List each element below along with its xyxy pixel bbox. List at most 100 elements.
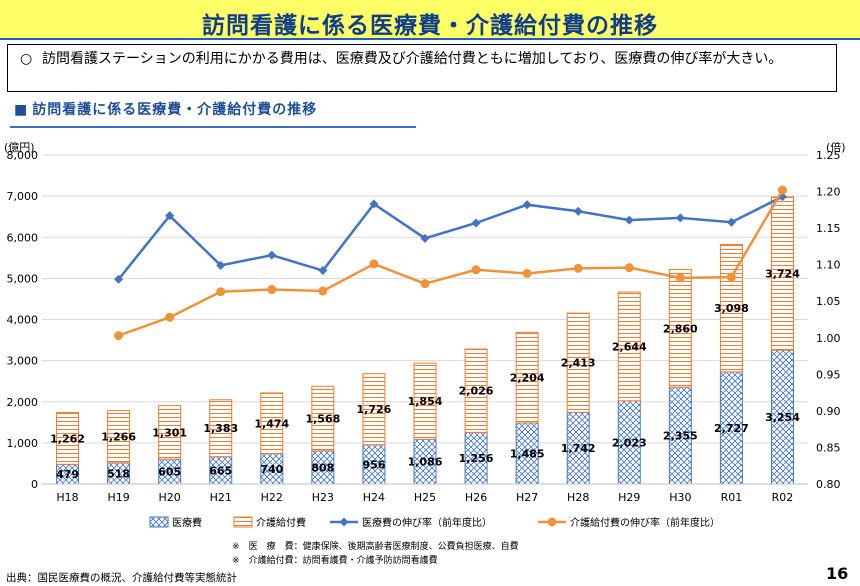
note-text: ：訪問看護費・介護予防訪問看護費 bbox=[293, 556, 438, 566]
note-mark: ※ bbox=[232, 542, 240, 552]
medical-rate-point bbox=[216, 260, 226, 270]
care-rate-point bbox=[420, 279, 430, 289]
bar-care bbox=[209, 399, 233, 458]
care-rate-point bbox=[624, 263, 634, 273]
medical-rate-point bbox=[267, 250, 277, 260]
right-axis-tick-label: 1.05 bbox=[816, 295, 841, 308]
bar-care bbox=[566, 312, 590, 413]
legend-label-care-rate: 介護給付費の伸び率（前年度比） bbox=[570, 516, 720, 529]
x-axis-tick-label: H28 bbox=[567, 491, 589, 504]
x-axis-tick-label: H24 bbox=[363, 491, 385, 504]
summary-text: 訪問看護ステーションの利用にかかる費用は、医療費及び介護給付費ともに増加しており… bbox=[42, 51, 783, 67]
legend-marker-care-rate bbox=[547, 517, 557, 527]
data-label-care: 2,204 bbox=[510, 372, 545, 385]
data-label-medical: 740 bbox=[260, 463, 283, 476]
square-bullet-icon: ■ bbox=[14, 102, 29, 118]
legend-label-medical-rate: 医療費の伸び率（前年度比） bbox=[362, 516, 492, 529]
data-label-medical: 3,254 bbox=[765, 411, 800, 424]
legend-swatch-care bbox=[233, 516, 253, 528]
right-axis-tick-label: 1.10 bbox=[816, 259, 841, 272]
bar-care bbox=[413, 362, 437, 440]
right-axis-tick-label: 1.15 bbox=[816, 222, 841, 235]
right-axis-tick-label: 1.25 bbox=[816, 149, 841, 162]
note-label: 介護給付費 bbox=[248, 556, 294, 566]
medical-rate-point bbox=[573, 206, 583, 216]
care-rate-point bbox=[522, 268, 532, 278]
right-axis-tick-label: 0.80 bbox=[816, 478, 841, 491]
data-label-care: 1,266 bbox=[101, 431, 136, 444]
bar-care bbox=[515, 331, 539, 424]
legend-marker-medical-rate bbox=[339, 517, 349, 527]
care-rate-point bbox=[267, 285, 277, 295]
x-axis-tick-label: R01 bbox=[721, 491, 743, 504]
page-title: 訪問看護に係る医療費・介護給付費の推移 bbox=[202, 13, 658, 39]
notes: ※ 医 療 費：健康保険、後期高齢者医療制度、公費負担医療、自費 ※ 介護給付費… bbox=[232, 540, 519, 568]
medical-rate-point bbox=[318, 266, 328, 276]
data-label-care: 1,383 bbox=[203, 422, 238, 435]
note-label: 医 療 費 bbox=[248, 542, 294, 552]
bullet-circle: ○ bbox=[20, 51, 33, 67]
data-label-care: 1,854 bbox=[408, 395, 443, 408]
right-axis-tick-label: 0.90 bbox=[816, 405, 841, 418]
right-axis-tick-label: 1.00 bbox=[816, 332, 841, 345]
left-axis-tick-label: 3,000 bbox=[7, 355, 39, 368]
bar-care bbox=[56, 411, 80, 465]
data-label-care: 1,301 bbox=[152, 426, 187, 439]
left-axis-unit: (億円) bbox=[4, 141, 35, 154]
care-rate-point bbox=[573, 263, 583, 273]
left-axis-tick-label: 6,000 bbox=[7, 231, 39, 244]
legend-swatch-medical bbox=[149, 516, 169, 528]
chart-subtitle: ■ 訪問看護に係る医療費・介護給付費の推移 bbox=[14, 99, 317, 119]
x-axis-tick-label: H18 bbox=[56, 491, 78, 504]
medical-rate-point bbox=[369, 199, 379, 209]
left-axis-tick-label: 7,000 bbox=[7, 190, 39, 203]
data-label-medical: 2,727 bbox=[714, 422, 749, 435]
data-label-medical: 2,355 bbox=[663, 430, 698, 443]
data-label-care: 2,413 bbox=[561, 357, 596, 370]
left-axis-tick-label: 0 bbox=[31, 478, 38, 491]
care-rate-point bbox=[165, 312, 175, 322]
bar-care bbox=[107, 410, 131, 464]
x-axis-tick-label: H30 bbox=[669, 491, 691, 504]
bar-care bbox=[464, 348, 488, 433]
x-axis-tick-label: H27 bbox=[516, 491, 538, 504]
medical-rate-point bbox=[420, 233, 430, 243]
legend-label-medical: 医療費 bbox=[172, 516, 202, 529]
bar-care bbox=[158, 405, 182, 460]
data-label-medical: 665 bbox=[209, 464, 232, 477]
medical-rate-point bbox=[624, 215, 634, 225]
medical-rate-point bbox=[726, 217, 736, 227]
left-axis-tick-label: 8,000 bbox=[7, 149, 39, 162]
care-rate-line bbox=[118, 189, 784, 337]
care-rate-point bbox=[216, 287, 226, 297]
data-label-medical: 1,256 bbox=[459, 452, 494, 465]
data-label-care: 2,860 bbox=[663, 322, 698, 335]
bar-care bbox=[362, 373, 386, 446]
medical-rate-point bbox=[522, 200, 532, 210]
data-label-care: 3,724 bbox=[765, 268, 800, 281]
right-axis-tick-label: 0.95 bbox=[816, 368, 841, 381]
medical-rate-point bbox=[675, 213, 685, 223]
medical-rate-point bbox=[165, 211, 175, 221]
right-axis-tick-label: 1.20 bbox=[816, 186, 841, 199]
left-axis-tick-label: 2,000 bbox=[7, 396, 39, 409]
left-axis-tick-label: 1,000 bbox=[7, 437, 39, 450]
left-axis-tick-label: 4,000 bbox=[7, 314, 39, 327]
medical-rate-point bbox=[471, 218, 481, 228]
data-label-medical: 605 bbox=[158, 466, 181, 479]
data-label-medical: 518 bbox=[107, 467, 130, 480]
right-axis-unit: (倍) bbox=[826, 141, 846, 154]
data-label-care: 2,644 bbox=[612, 340, 647, 353]
x-axis-tick-label: H25 bbox=[414, 491, 436, 504]
data-label-care: 1,726 bbox=[357, 403, 392, 416]
x-axis-tick-label: H29 bbox=[618, 491, 640, 504]
care-rate-point bbox=[318, 286, 328, 296]
data-label-care: 1,474 bbox=[254, 417, 289, 430]
x-axis-tick-label: H21 bbox=[210, 491, 232, 504]
x-axis-tick-label: H23 bbox=[312, 491, 334, 504]
title-bar: 訪問看護に係る医療費・介護給付費の推移 bbox=[0, 0, 860, 40]
source-note: 出典：国民医療費の概況、介護給付費等実態統計 bbox=[6, 572, 237, 584]
data-label-medical: 1,086 bbox=[408, 456, 443, 469]
care-rate-point bbox=[114, 331, 124, 341]
